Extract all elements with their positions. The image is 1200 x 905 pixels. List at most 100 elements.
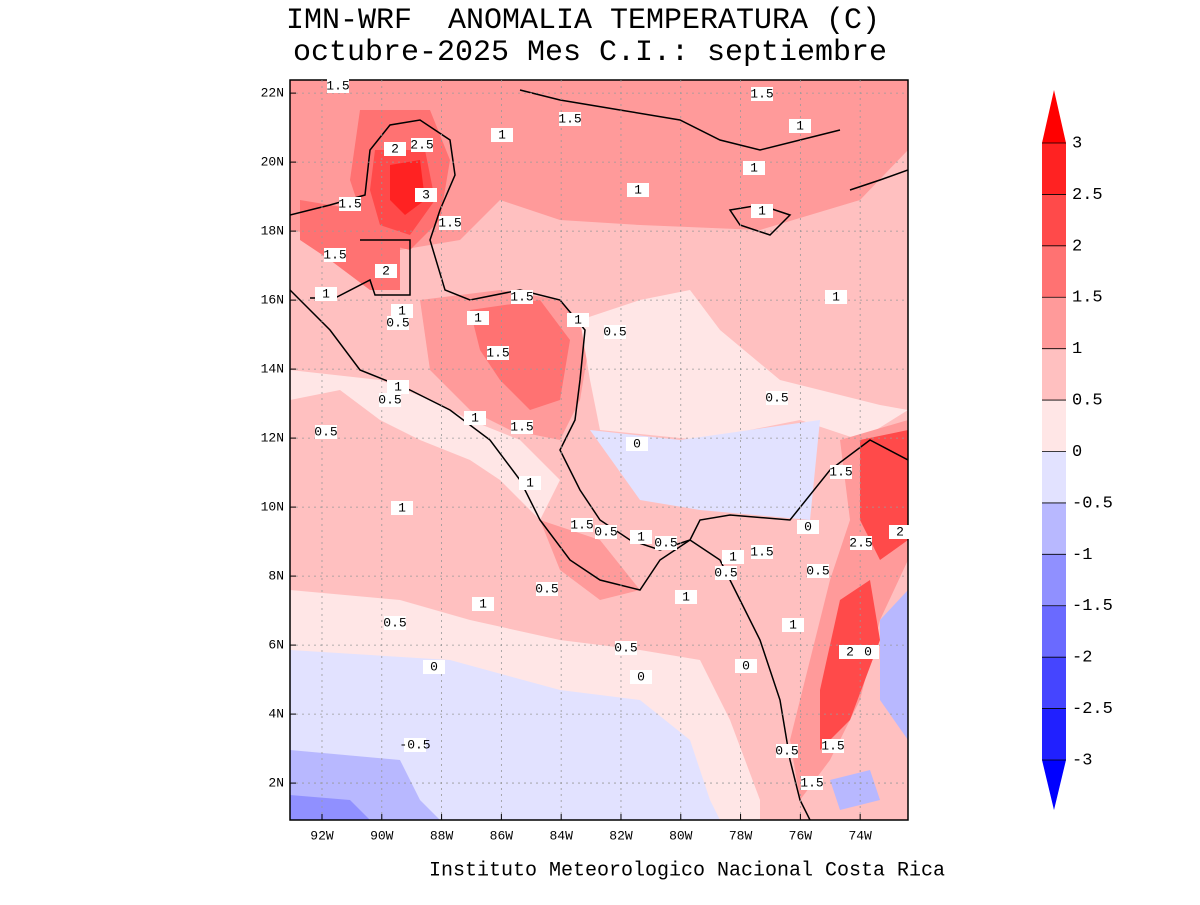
contour-label: 0 xyxy=(430,659,438,674)
colorbar-label: 2 xyxy=(1072,237,1082,256)
contour-label: 3 xyxy=(422,187,430,202)
colorbar-label: 3 xyxy=(1072,134,1082,153)
contour-label: 1.5 xyxy=(323,247,346,262)
contour-label: 1 xyxy=(729,549,737,564)
contour-label: 1 xyxy=(322,286,330,301)
colorbar-band xyxy=(1042,554,1066,606)
contour-label-bg xyxy=(423,660,445,674)
contour-label-bg xyxy=(751,545,773,559)
contour-label-bg xyxy=(536,582,558,596)
contour-label-bg xyxy=(655,536,677,550)
contour-label-bg xyxy=(571,518,593,532)
title: IMN-WRF ANOMALIA TEMPERATURA (C) xyxy=(286,4,880,38)
contour-label: 0 xyxy=(637,669,645,684)
contour-label-bg xyxy=(464,411,486,425)
contour-label-bg xyxy=(511,420,533,434)
colorbar-band xyxy=(1042,297,1066,349)
x-tick-label: 88W xyxy=(430,828,454,843)
colorbar-label: 1 xyxy=(1072,340,1082,359)
contour-label-bg xyxy=(411,138,433,152)
y-tick-label: 18N xyxy=(261,224,284,239)
contour-label-bg xyxy=(889,525,911,539)
contour-label-bg xyxy=(384,616,406,630)
x-tick-label: 90W xyxy=(370,828,394,843)
contour-label: 2 xyxy=(391,141,399,156)
contour-label: -0.5 xyxy=(399,737,430,752)
contour-label: 1 xyxy=(526,475,534,490)
contour-label: 1 xyxy=(398,303,406,318)
contour-label-bg xyxy=(630,670,652,684)
contour-label: 2 xyxy=(382,263,390,278)
contour-label-bg xyxy=(472,597,494,611)
contour-label: 1.5 xyxy=(510,419,533,434)
colorbar-label: 0.5 xyxy=(1072,392,1103,411)
contour-label: 0.5 xyxy=(765,390,788,405)
contour-label: 2.5 xyxy=(849,535,872,550)
contour-label: 1.5 xyxy=(821,738,844,753)
contour-label: 1 xyxy=(498,127,506,142)
contour-label-bg xyxy=(391,304,413,318)
contour-label-bg xyxy=(315,287,337,301)
x-tick-label: 76W xyxy=(789,828,813,843)
contour-label-bg xyxy=(315,425,337,439)
contour-label: 0.5 xyxy=(614,640,637,655)
colorbar-band xyxy=(1042,245,1066,298)
contour-label: 0 xyxy=(633,436,641,451)
contour-label-bg xyxy=(415,188,437,202)
contour-label: 1.5 xyxy=(829,464,852,479)
contour-label-bg xyxy=(627,183,649,197)
y-tick-label: 4N xyxy=(268,707,284,722)
contour-label-bg xyxy=(391,501,413,515)
colorbar-extension xyxy=(1042,90,1066,143)
contour-label-bg xyxy=(604,325,626,339)
contour-label-bg xyxy=(839,645,861,659)
contour-label: 0.5 xyxy=(603,324,626,339)
contour-label-bg xyxy=(404,738,426,752)
contour-label-bg xyxy=(630,530,652,544)
colorbar-label: 1.5 xyxy=(1072,289,1103,308)
contour-label: 1.5 xyxy=(750,86,773,101)
contour-label-bg xyxy=(487,346,509,360)
contour-label-bg xyxy=(797,520,819,534)
contour-label-bg xyxy=(825,290,847,304)
contour-label: 1 xyxy=(471,410,479,425)
x-tick-label: 74W xyxy=(848,828,872,843)
contour-label: 0 xyxy=(804,519,812,534)
footer: Instituto Meteorologico Nacional Costa R… xyxy=(429,859,945,882)
contour-label-bg xyxy=(789,119,811,133)
contour-label: 1.5 xyxy=(510,289,533,304)
contour-label: 0.5 xyxy=(775,743,798,758)
y-tick-label: 22N xyxy=(261,86,284,101)
contour-label: 0.5 xyxy=(714,565,737,580)
contour-label: 0.5 xyxy=(654,535,677,550)
contour-label: 0.5 xyxy=(806,563,829,578)
y-tick-label: 6N xyxy=(268,638,284,653)
contour-label-bg xyxy=(567,313,589,327)
colorbar-band xyxy=(1042,451,1066,503)
contour-label-bg xyxy=(751,87,773,101)
contour-label-bg xyxy=(339,197,361,211)
subtitle: octubre-2025 Mes C.I.: septiembre xyxy=(293,36,887,70)
x-tick-label: 82W xyxy=(609,828,633,843)
colorbar-label: -0.5 xyxy=(1072,494,1113,513)
contour-label-bg xyxy=(324,248,346,262)
y-tick-label: 2N xyxy=(268,776,284,791)
contour-label: 1 xyxy=(474,310,482,325)
contour-label: 1.5 xyxy=(570,517,593,532)
contour-label-bg xyxy=(782,618,804,632)
colorbar-band xyxy=(1042,348,1066,401)
colorbar-band xyxy=(1042,143,1066,195)
colorbar-band xyxy=(1042,502,1066,555)
contour-label-bg xyxy=(615,641,637,655)
contour-label: 1 xyxy=(394,379,402,394)
y-tick-label: 12N xyxy=(261,431,284,446)
contour-label-bg xyxy=(387,316,409,330)
contour-label: 0.5 xyxy=(378,392,401,407)
colorbar-band xyxy=(1042,708,1066,760)
colorbar-label: -1 xyxy=(1072,546,1092,565)
contour-label-bg xyxy=(735,659,757,673)
contour-label: 1.5 xyxy=(326,78,349,93)
y-tick-label: 16N xyxy=(261,293,284,308)
contour-label: 1 xyxy=(634,182,642,197)
contour-label: 1 xyxy=(832,289,840,304)
